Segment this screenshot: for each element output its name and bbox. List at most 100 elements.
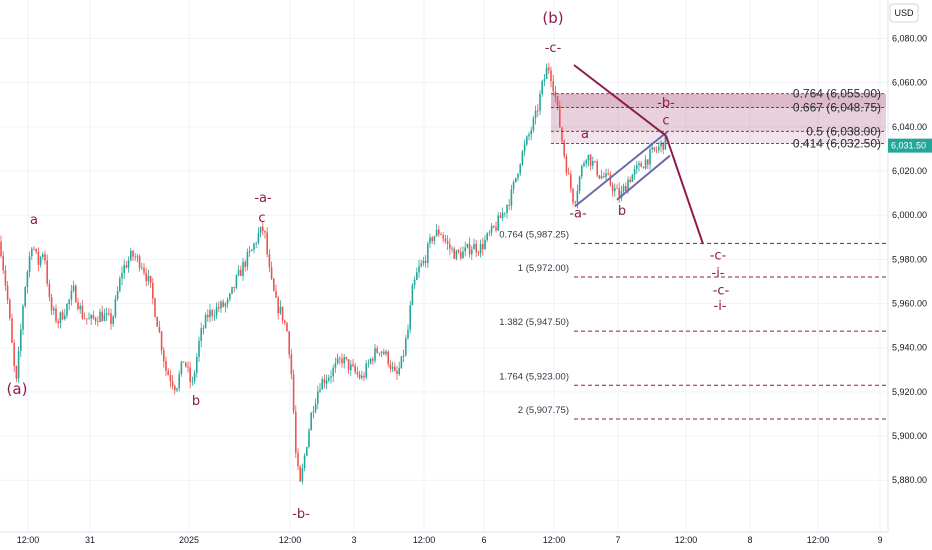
wave-label: c [662, 114, 669, 129]
fib-upper-label: 0.414 (6,032.50) [793, 136, 881, 150]
x-tick-label: 7 [615, 535, 620, 545]
candle-body [600, 176, 603, 179]
candle-body [526, 136, 528, 145]
candle-body [143, 267, 145, 273]
candle-body [398, 368, 400, 375]
candle-body [169, 375, 172, 382]
projection-line [573, 64, 667, 137]
candle-body [462, 251, 464, 259]
candle-body [407, 329, 409, 339]
candle-body [92, 315, 95, 319]
candle-body [24, 287, 26, 307]
candle-body [636, 165, 638, 169]
candle-body [468, 243, 471, 255]
candle-body [259, 226, 262, 233]
candle-body [284, 320, 286, 324]
candle-body [299, 466, 301, 482]
candle-body [365, 363, 367, 378]
candle-body [99, 311, 101, 322]
candle-body [609, 174, 612, 185]
candle-body [385, 351, 387, 355]
candle-body [369, 358, 372, 364]
candle-body [396, 370, 398, 375]
candle-body [277, 297, 279, 314]
candle-body [642, 166, 645, 169]
candle-body [196, 357, 198, 373]
candle-body [105, 313, 108, 315]
candle-body [411, 285, 414, 306]
y-tick-label: 6,020.00 [892, 166, 927, 176]
currency-box [889, 3, 919, 23]
candle-body [138, 256, 141, 268]
candle-body [229, 293, 231, 300]
candle-body [352, 364, 354, 366]
wave-label: b [192, 394, 200, 409]
candle-body [603, 176, 605, 178]
candle-body [17, 351, 20, 379]
candle-body [627, 179, 629, 192]
candle-body [226, 299, 229, 304]
candle-body [587, 154, 590, 161]
candle-body [130, 250, 132, 261]
candle-body [167, 370, 169, 376]
candle-body [567, 173, 570, 175]
candle-body [198, 340, 200, 358]
candle-body [611, 184, 614, 192]
candle-body [319, 389, 321, 392]
candle-body [176, 388, 178, 391]
candle-body [394, 366, 396, 371]
candle-body [576, 191, 579, 203]
candle-body [477, 252, 480, 254]
candle-body [354, 365, 356, 372]
candle-body [405, 338, 407, 356]
candle-body [279, 306, 282, 314]
candle-body [147, 275, 150, 282]
candle-body [31, 248, 33, 257]
candle-body [301, 467, 304, 482]
candle-body [213, 315, 216, 317]
wave-label: a [30, 213, 38, 228]
fib-upper-label: 0.764 (6,055.00) [793, 87, 881, 101]
candle-body [193, 372, 196, 381]
candle-body [308, 430, 310, 448]
candle-body [158, 326, 161, 332]
candle-body [306, 447, 308, 456]
candle-body [565, 156, 568, 174]
candle-body [182, 361, 185, 363]
wave-label: -b- [657, 96, 675, 111]
candle-body [317, 391, 319, 404]
candle-body [323, 379, 326, 384]
candle-body [592, 161, 594, 166]
candle-body [631, 174, 634, 183]
candle-body [479, 243, 482, 254]
candle-body [330, 376, 332, 378]
candle-body [20, 329, 22, 352]
candle-body [246, 252, 249, 267]
candle-body [66, 304, 68, 316]
candle-body [297, 452, 299, 467]
candle-body [660, 142, 662, 147]
candle-body [28, 256, 31, 272]
candle-body [127, 260, 130, 268]
candle-body [149, 275, 152, 283]
candle-body [378, 352, 381, 354]
candle-body [499, 215, 502, 219]
y-tick-label: 5,960.00 [892, 299, 927, 309]
candle-body [209, 310, 211, 318]
candle-body [81, 305, 84, 319]
candle-body [578, 176, 581, 192]
candle-body [332, 367, 334, 377]
wave-label: -a- [254, 191, 272, 206]
candle-body [202, 328, 205, 329]
candle-body [204, 314, 207, 329]
candle-body [444, 238, 447, 242]
fib-lower-label: 1.764 (5,923.00) [499, 371, 569, 382]
candle-body [640, 163, 642, 167]
candle-body [391, 366, 394, 369]
candle-body [132, 250, 134, 257]
candle-body [292, 374, 295, 412]
candle-body [231, 286, 233, 294]
candle-body [413, 279, 416, 286]
